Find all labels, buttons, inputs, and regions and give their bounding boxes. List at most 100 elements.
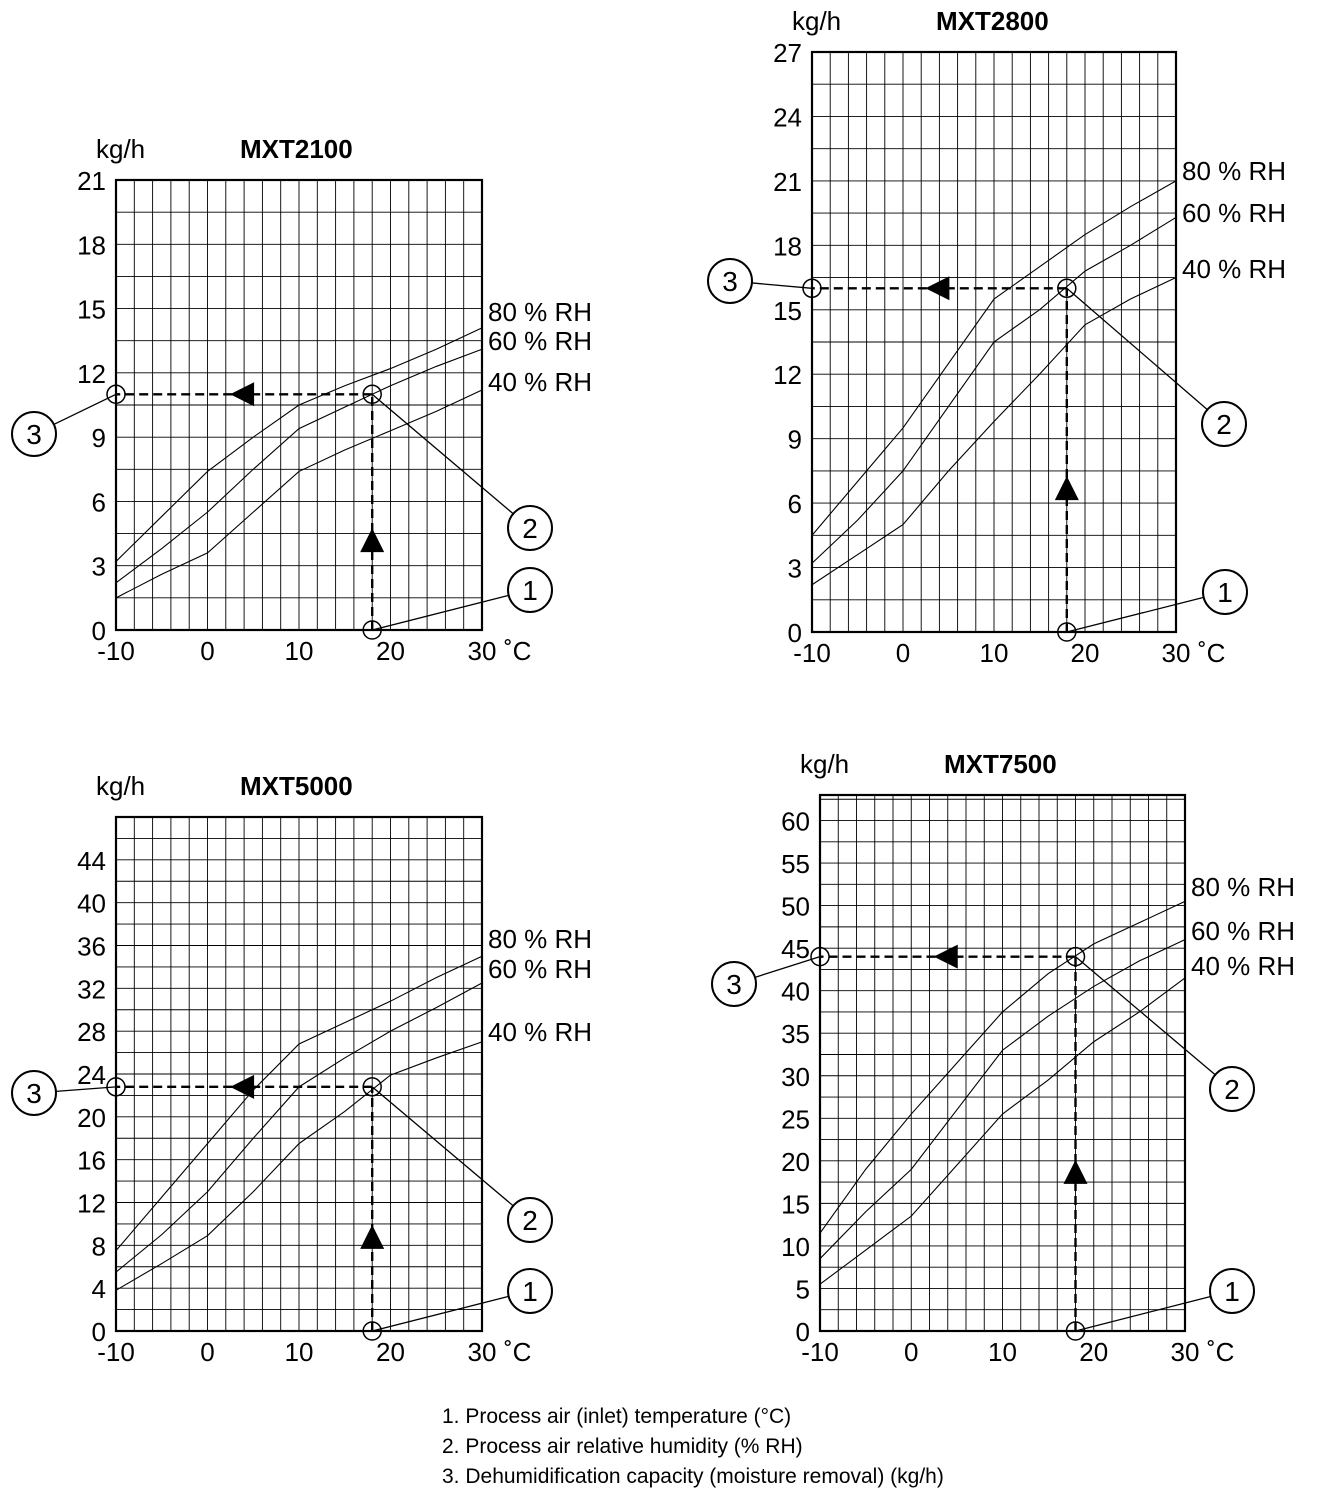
callout-circle-1 <box>507 1268 553 1314</box>
y-tick-label: 28 <box>77 1017 106 1047</box>
callout-leader-line <box>1075 1295 1211 1332</box>
y-axis-label: kg/h <box>96 134 145 164</box>
callout-number-3: 3 <box>26 1078 42 1109</box>
callout-number-2: 2 <box>522 513 538 544</box>
example-point-circle <box>106 1077 126 1097</box>
y-tick-label: 5 <box>796 1274 810 1304</box>
example-point-circle <box>362 1077 382 1097</box>
x-tick-label: 30 <box>1162 638 1191 668</box>
series-label: 60 % RH <box>1182 198 1286 228</box>
y-tick-label: 27 <box>773 38 802 68</box>
y-tick-label: 12 <box>773 360 802 390</box>
callout-number-3: 3 <box>722 266 738 297</box>
y-tick-label: 15 <box>77 295 106 325</box>
callout-leader-line <box>1066 596 1204 633</box>
callout-number-1: 1 <box>522 1276 538 1307</box>
chart-title: MXT7500 <box>944 749 1057 779</box>
y-tick-label: 0 <box>92 616 106 646</box>
y-tick-label: 21 <box>773 167 802 197</box>
series-line-80rh <box>115 955 483 1252</box>
y-tick-label: 24 <box>77 1060 106 1090</box>
series-label: 80 % RH <box>1182 156 1286 186</box>
grid <box>116 817 482 1331</box>
x-tick-label: 0 <box>904 1337 918 1367</box>
x-tick-label: 0 <box>896 638 910 668</box>
callout-leader-line <box>372 1295 509 1332</box>
y-tick-label: 36 <box>77 932 106 962</box>
example-point-circle <box>362 1321 382 1341</box>
series-line-40rh <box>819 977 1186 1285</box>
plot-frame <box>810 50 1178 634</box>
callout-circle-3 <box>11 1070 57 1116</box>
y-tick-label: 9 <box>92 423 106 453</box>
y-tick-label: 8 <box>92 1231 106 1261</box>
series-label: 80 % RH <box>1191 872 1295 902</box>
series-label: 60 % RH <box>488 326 592 356</box>
y-tick-label: 15 <box>781 1189 810 1219</box>
example-point-circle <box>1057 278 1077 299</box>
series-label: 40 % RH <box>488 367 592 397</box>
chart-title: MXT5000 <box>240 771 353 801</box>
callout-circle-2 <box>507 1197 553 1243</box>
series-label: 80 % RH <box>488 297 592 327</box>
x-tick-label: 30 <box>468 1337 497 1367</box>
series-label: 80 % RH <box>488 924 592 954</box>
x-tick-label: 10 <box>285 636 314 666</box>
y-tick-label: 45 <box>781 934 810 964</box>
series-label: 60 % RH <box>1191 916 1295 946</box>
series-label: 40 % RH <box>488 1017 592 1047</box>
plot-frame <box>114 178 484 632</box>
arrow-up-icon <box>360 528 385 553</box>
y-tick-label: 35 <box>781 1019 810 1049</box>
x-tick-label: 30 <box>1171 1337 1200 1367</box>
y-tick-label: 60 <box>781 807 810 837</box>
callout-number-3: 3 <box>726 969 742 1000</box>
x-tick-label: 20 <box>376 1337 405 1367</box>
y-tick-label: 6 <box>92 487 106 517</box>
callout-leader-line <box>53 393 117 425</box>
y-tick-label: 18 <box>773 231 802 261</box>
y-tick-label: 0 <box>796 1317 810 1347</box>
callout-leader-line <box>371 393 514 515</box>
y-tick-label: 4 <box>92 1274 106 1304</box>
x-tick-label: 30 <box>468 636 497 666</box>
callout-number-2: 2 <box>522 1205 538 1236</box>
series-line-40rh <box>115 1041 483 1291</box>
example-point-circle <box>802 278 822 299</box>
arrow-left-icon <box>925 276 950 301</box>
plot-frame <box>818 793 1187 1333</box>
callout-leader-line <box>371 1086 514 1207</box>
y-tick-label: 20 <box>77 1103 106 1133</box>
x-tick-label: 10 <box>285 1337 314 1367</box>
callout-number-2: 2 <box>1224 1074 1240 1105</box>
example-point-circle <box>1057 622 1077 642</box>
series-line-60rh <box>115 348 483 584</box>
callout-leader-line <box>1066 287 1208 411</box>
y-tick-label: 21 <box>77 166 106 196</box>
callout-circle-3 <box>11 411 57 457</box>
callout-leader-line <box>372 594 509 631</box>
callout-number-1: 1 <box>1224 1276 1240 1307</box>
callout-circle-3 <box>711 961 757 1007</box>
callout-number-2: 2 <box>1216 409 1232 440</box>
y-tick-label: 40 <box>77 889 106 919</box>
y-tick-label: 50 <box>781 892 810 922</box>
callout-circle-1 <box>1202 569 1248 615</box>
arrow-up-icon <box>1063 1159 1088 1184</box>
x-tick-label: -10 <box>97 636 135 666</box>
example-point-circle <box>106 384 126 405</box>
y-axis-label: kg/h <box>792 6 841 36</box>
example-point-circle <box>1065 1321 1086 1341</box>
y-tick-label: 20 <box>781 1147 810 1177</box>
y-tick-label: 25 <box>781 1104 810 1134</box>
callout-number-1: 1 <box>522 575 538 606</box>
series-label: 60 % RH <box>488 954 592 984</box>
legend-item-2: 2. Process air relative humidity (% RH) <box>442 1435 803 1458</box>
y-tick-label: 6 <box>788 489 802 519</box>
callout-leader-line <box>751 282 813 289</box>
chart-title: MXT2100 <box>240 134 353 164</box>
y-tick-label: 30 <box>781 1062 810 1092</box>
grid <box>812 52 1176 632</box>
